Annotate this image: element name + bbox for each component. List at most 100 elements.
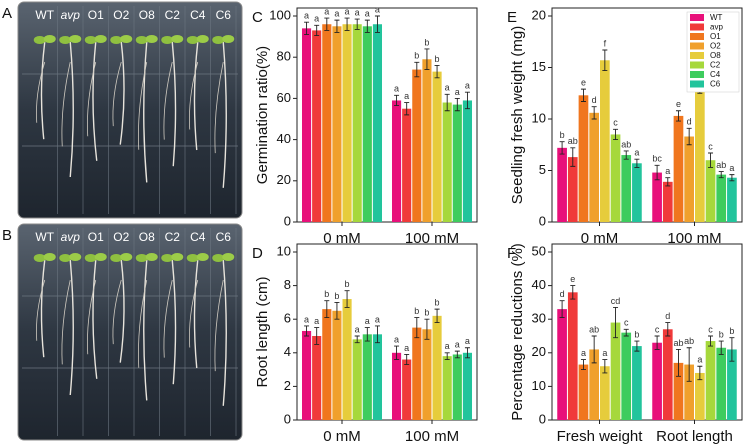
root bbox=[222, 41, 227, 188]
bar bbox=[322, 309, 332, 420]
significance-letter: d bbox=[665, 311, 670, 321]
significance-letter: ab bbox=[589, 324, 599, 334]
y-tick-label: 60 bbox=[277, 90, 291, 105]
y-tick-label: 0 bbox=[539, 213, 546, 228]
error-bar bbox=[580, 88, 586, 102]
significance-letter: c bbox=[613, 118, 618, 128]
y-axis-label: Percentage reductions (%) bbox=[509, 243, 526, 421]
significance-letter: b bbox=[729, 326, 734, 336]
x-tick-label: 100 mM bbox=[667, 230, 721, 247]
legend-label: O2 bbox=[710, 42, 721, 51]
root bbox=[143, 259, 148, 401]
seedling bbox=[222, 253, 235, 261]
bar bbox=[392, 100, 402, 222]
significance-letter: d bbox=[687, 117, 692, 127]
error-bar bbox=[686, 347, 692, 382]
bar bbox=[727, 349, 737, 420]
bar bbox=[352, 24, 362, 222]
bar bbox=[578, 364, 589, 420]
bar bbox=[312, 336, 322, 420]
root bbox=[36, 279, 46, 341]
error-bar bbox=[634, 340, 640, 352]
x-tick-label: 0 mM bbox=[323, 230, 361, 247]
seedling bbox=[94, 253, 107, 261]
bar bbox=[695, 372, 705, 420]
seedling bbox=[186, 254, 199, 262]
significance-letter: a bbox=[634, 148, 639, 158]
bar bbox=[684, 136, 694, 222]
error-bar bbox=[591, 335, 597, 364]
error-bar bbox=[304, 21, 310, 35]
significance-letter: a bbox=[394, 84, 399, 94]
plot-frame bbox=[551, 243, 743, 421]
legend-label: O8 bbox=[710, 51, 721, 60]
bar bbox=[452, 354, 462, 420]
y-tick-label: 40 bbox=[532, 277, 546, 292]
x-tick-label: Root length bbox=[656, 428, 733, 445]
agar-plate bbox=[17, 223, 243, 441]
error-bar bbox=[304, 325, 310, 337]
bar bbox=[557, 147, 567, 222]
y-tick-label: 80 bbox=[277, 49, 291, 64]
seedling bbox=[120, 35, 133, 43]
bar bbox=[578, 95, 589, 222]
error-bar bbox=[665, 322, 671, 337]
legend-label: WT bbox=[710, 13, 723, 22]
error-bar bbox=[602, 359, 608, 374]
chart: F 0 10 20 30 40 50 Percentage reductions (%) Fre… bbox=[507, 243, 743, 445]
significance-letter: a bbox=[455, 339, 460, 349]
seedling bbox=[135, 36, 148, 44]
error-bar bbox=[464, 91, 470, 110]
bar bbox=[705, 160, 716, 222]
significance-letter: a bbox=[729, 163, 734, 173]
bar bbox=[402, 359, 412, 420]
significance-letter: a bbox=[375, 4, 380, 14]
legend-swatch bbox=[690, 42, 704, 50]
bar bbox=[452, 104, 462, 222]
bar bbox=[462, 100, 472, 222]
plot-frame bbox=[296, 243, 478, 421]
error-bar bbox=[424, 318, 430, 340]
y-axis-label: Seedling fresh weight (mg) bbox=[509, 26, 526, 204]
bar bbox=[589, 112, 599, 222]
y-tick-label: 4 bbox=[284, 344, 291, 359]
root bbox=[87, 61, 97, 137]
error-bar bbox=[374, 15, 380, 33]
error-bar bbox=[697, 365, 703, 381]
bar bbox=[716, 347, 727, 420]
genotype-label: O8 bbox=[139, 230, 155, 244]
error-bar bbox=[559, 141, 565, 155]
significance-letter: ab bbox=[684, 336, 694, 346]
error-bar bbox=[344, 17, 350, 31]
error-bar bbox=[414, 61, 420, 78]
legend-label: avp bbox=[710, 23, 723, 32]
y-tick-label: 50 bbox=[532, 243, 546, 258]
seedling bbox=[84, 36, 97, 44]
x-tick-label: 0 mM bbox=[581, 230, 619, 247]
bar bbox=[302, 28, 312, 222]
significance-letter: a bbox=[365, 8, 370, 18]
legend-swatch bbox=[690, 80, 704, 88]
y-tick-label: 20 bbox=[532, 7, 546, 22]
error-bar bbox=[654, 164, 660, 181]
genotype-label: O8 bbox=[139, 8, 155, 22]
seedling bbox=[171, 253, 184, 261]
seedling bbox=[94, 35, 107, 43]
error-bar bbox=[686, 127, 692, 146]
y-tick-label: 6 bbox=[284, 311, 291, 326]
error-bar bbox=[613, 128, 619, 141]
significance-letter: c bbox=[655, 324, 660, 334]
significance-letter: f bbox=[604, 38, 607, 48]
legend-swatch bbox=[690, 33, 704, 40]
seedling bbox=[69, 35, 82, 43]
bar bbox=[727, 177, 737, 222]
root bbox=[214, 61, 224, 154]
significance-letter: bc bbox=[652, 154, 662, 164]
bar bbox=[332, 310, 342, 420]
error-bar bbox=[570, 147, 576, 167]
bar bbox=[610, 322, 621, 420]
root bbox=[112, 61, 122, 127]
significance-letter: b bbox=[414, 51, 419, 61]
error-bar bbox=[394, 94, 400, 107]
